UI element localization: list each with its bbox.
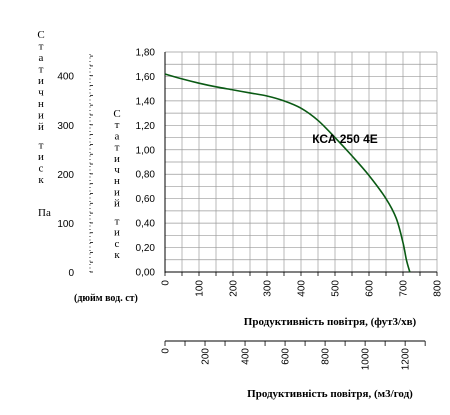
axis-title-letter: С [113, 108, 120, 120]
pa-tick-label: 0 [68, 268, 74, 279]
m3h-tick-label: 400 [241, 348, 252, 365]
axis-title-letter: а [39, 52, 44, 64]
axis-title-letter: ч [38, 87, 44, 99]
y-tick-label: 0,00 [136, 268, 156, 279]
axis-title-letter: и [38, 75, 44, 87]
pa-tick-label: 300 [57, 121, 74, 132]
x-tick-label: 100 [195, 280, 206, 297]
axis-title-letter: т [115, 216, 120, 228]
x2-axis-label: Продуктивність повітря, (м3/год) [247, 388, 413, 400]
x-tick-label: 800 [433, 280, 444, 297]
axis-title-letter: т [39, 41, 44, 53]
axis-title-letter: т [115, 119, 120, 131]
x-tick-label: 600 [365, 280, 376, 297]
x-tick-label: 500 [331, 280, 342, 297]
axis-title-letter: и [114, 227, 120, 239]
axis-title-letter: т [115, 142, 120, 154]
pa-tick-label: 400 [57, 72, 74, 83]
axis-title-letter: а [115, 130, 120, 142]
inwg-tick-labels: 0,00 0,20 0,40 0,60 0,80 1,00 1,20 1,40 1,60 1,80 [136, 48, 156, 279]
axis-title-letter: с [115, 238, 120, 250]
axis-title-letter: и [114, 153, 120, 165]
x-tick-label: 700 [399, 280, 410, 297]
m3h-tick-label: 800 [321, 348, 332, 365]
y-tick-label: 1,60 [136, 72, 156, 83]
m3h-tick-label: 1200 [401, 348, 412, 371]
y-tick-label: 1,40 [136, 96, 156, 107]
axis-title-letter: и [38, 110, 44, 122]
axis-title-letter: к [38, 174, 44, 186]
y-tick-label: 0,20 [136, 243, 156, 254]
pa-unit-label: Па [38, 207, 51, 219]
grid-lines [165, 51, 438, 272]
axis-title-letter: н [114, 175, 120, 187]
axis-title-letter: и [114, 186, 120, 198]
axis-title-letter: с [39, 162, 44, 174]
pa-tick-label: 200 [57, 170, 74, 181]
x-tick-label: 400 [297, 280, 308, 297]
cfm-tick-labels: 0 100 200 300 400 500 600 700 800 [161, 280, 444, 297]
axis-title-letter: к [114, 249, 120, 261]
y-tick-label: 1,80 [136, 48, 156, 59]
axis-title-letter: ч [114, 164, 120, 176]
m3h-tick-label: 1000 [361, 348, 372, 371]
axis-title-letter: С [37, 29, 44, 41]
axis-title-letter: й [38, 121, 44, 133]
m3h-tick-label: 200 [201, 348, 212, 365]
m3h-tick-label: 0 [161, 348, 172, 354]
axis-title-letter: т [39, 64, 44, 76]
series-label: КСА 250 4Е [312, 132, 378, 146]
m3h-axis: 0 200 400 600 800 1000 1200 [161, 340, 426, 371]
axis-title-letter: н [38, 98, 44, 110]
axis-title-letter: й [114, 198, 120, 210]
y-tick-label: 0,60 [136, 194, 156, 205]
y-tick-label: 0,40 [136, 219, 156, 230]
x-tick-label: 300 [263, 280, 274, 297]
y-tick-label: 1,20 [136, 121, 156, 132]
x-tick-label: 200 [229, 280, 240, 297]
m3h-tick-label: 600 [281, 348, 292, 365]
y-tick-label: 1,00 [136, 145, 156, 156]
inwg-unit-label: (дюйм вод. ст) [74, 293, 138, 304]
axis-title-letter: и [38, 151, 44, 163]
y-tick-label: 0,80 [136, 170, 156, 181]
x-tick-label: 0 [161, 280, 172, 286]
pa-axis: 0 100 200 300 400 [57, 52, 93, 279]
series-line [164, 73, 411, 273]
curve-layer [164, 73, 411, 273]
axis-title-letter: т [39, 139, 44, 151]
plot-axes [164, 52, 438, 276]
x-axis-label: Продуктивність повітря, (фут3/хв) [244, 316, 417, 328]
pa-tick-label: 100 [57, 219, 74, 230]
